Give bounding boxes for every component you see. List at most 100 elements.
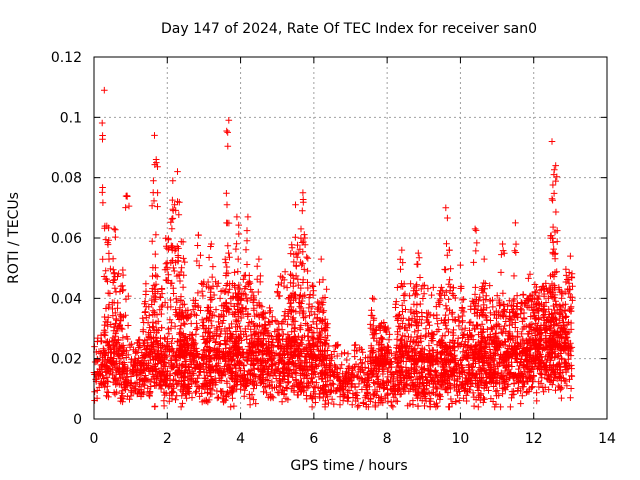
data-point [344, 365, 352, 372]
data-point [499, 390, 506, 398]
data-point [282, 395, 290, 402]
data-point [384, 368, 391, 375]
data-point [414, 402, 422, 410]
data-point [372, 367, 380, 375]
data-point [339, 397, 347, 404]
data-points [90, 86, 576, 411]
data-point [123, 354, 130, 361]
data-point [321, 403, 329, 411]
data-point [136, 344, 144, 351]
data-point [327, 366, 335, 374]
data-point [294, 391, 302, 399]
data-point [207, 373, 215, 380]
data-point [246, 401, 254, 409]
data-point [182, 390, 189, 397]
data-point [240, 392, 248, 400]
data-point [160, 402, 168, 410]
data-point [432, 391, 440, 398]
data-point [487, 395, 495, 402]
data-point [482, 379, 490, 386]
data-point [454, 335, 462, 342]
data-point [428, 389, 436, 396]
data-point [545, 386, 552, 393]
data-point [421, 386, 428, 393]
data-point [132, 347, 139, 355]
data-point [119, 334, 127, 342]
data-point [351, 353, 358, 360]
data-point [109, 362, 117, 370]
data-point [250, 396, 257, 403]
data-point [145, 391, 153, 399]
data-point [487, 374, 494, 382]
data-point [414, 390, 422, 398]
data-point [558, 394, 565, 402]
data-point [308, 403, 316, 411]
data-point [344, 350, 352, 358]
data-point [127, 373, 135, 380]
data-point [241, 367, 248, 375]
data-point [448, 400, 456, 407]
data-point [300, 387, 307, 394]
data-point [307, 392, 315, 400]
data-point [510, 380, 518, 387]
data-point [305, 379, 312, 387]
data-point [214, 394, 221, 402]
data-point [318, 360, 325, 368]
data-point [130, 361, 138, 368]
data-point [154, 360, 161, 367]
data-point [452, 398, 460, 406]
data-point [414, 342, 422, 349]
data-point [541, 371, 549, 378]
data-point [355, 402, 363, 409]
data-point [472, 370, 480, 378]
data-point [254, 356, 261, 364]
data-point [177, 403, 185, 411]
data-point [517, 400, 524, 407]
data-point [404, 402, 411, 410]
data-point [523, 389, 530, 396]
data-point [277, 383, 284, 390]
data-point [485, 387, 492, 394]
data-point [263, 389, 270, 397]
data-point [506, 374, 513, 381]
data-point [129, 369, 136, 376]
data-point [410, 381, 417, 389]
data-point [567, 352, 575, 359]
data-point [215, 394, 222, 401]
data-point [191, 364, 199, 371]
data-point [95, 370, 102, 378]
data-point [456, 373, 463, 380]
data-point [284, 379, 292, 387]
data-point [541, 384, 549, 391]
data-point [360, 379, 368, 386]
data-point [353, 392, 360, 399]
data-point [333, 352, 341, 360]
data-point [179, 362, 186, 369]
data-point [357, 356, 364, 364]
data-point [447, 395, 455, 403]
data-point [341, 349, 348, 356]
data-point [111, 390, 119, 398]
data-point [475, 403, 482, 411]
data-point [563, 382, 571, 390]
data-point [179, 400, 186, 407]
data-point [345, 387, 353, 394]
data-point [460, 395, 467, 402]
data-point [167, 356, 175, 364]
data-point [267, 394, 274, 402]
data-point [568, 372, 575, 380]
data-point [193, 388, 200, 395]
data-point [242, 381, 250, 389]
data-point [169, 388, 176, 395]
data-point [301, 371, 309, 379]
data-point [535, 383, 543, 391]
data-point [409, 397, 417, 404]
data-point [469, 363, 476, 371]
data-point [540, 388, 547, 395]
data-point [167, 363, 175, 371]
data-point [120, 359, 128, 366]
data-point [271, 367, 279, 374]
data-point [374, 372, 381, 380]
